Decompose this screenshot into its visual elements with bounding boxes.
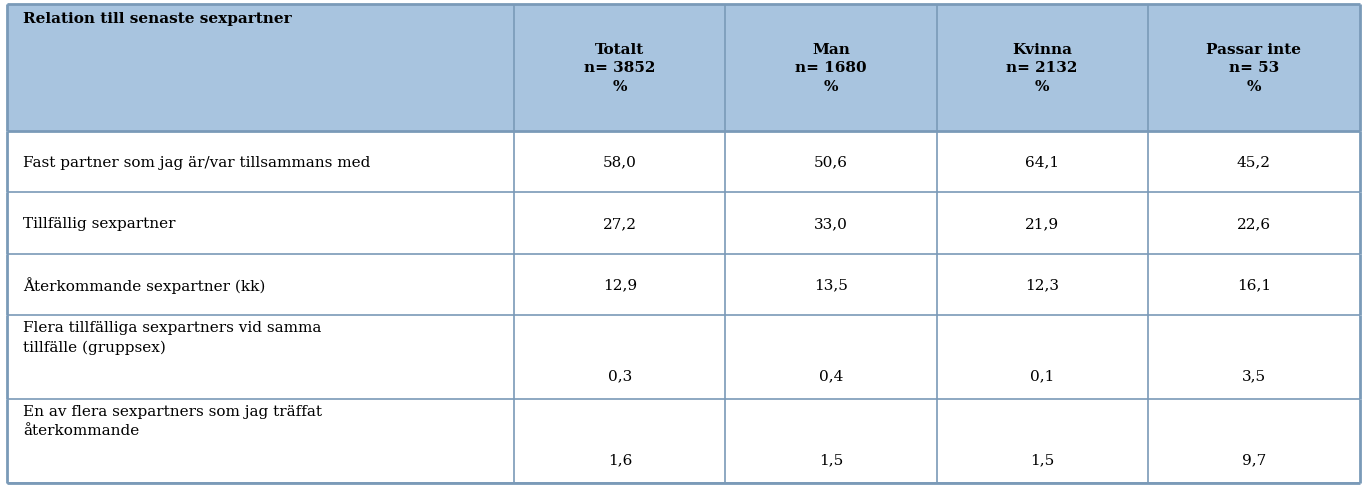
Text: 16,1: 16,1 (1237, 278, 1271, 292)
Text: 1,6: 1,6 (608, 453, 632, 467)
Text: Man
n= 1680
%: Man n= 1680 % (796, 43, 867, 94)
Text: 3,5: 3,5 (1241, 369, 1266, 383)
Text: 9,7: 9,7 (1241, 453, 1266, 467)
Text: 22,6: 22,6 (1237, 217, 1271, 231)
Text: 0,4: 0,4 (819, 369, 843, 383)
Text: 64,1: 64,1 (1025, 155, 1059, 169)
Text: 1,5: 1,5 (1029, 453, 1054, 467)
Text: En av flera sexpartners som jag träffat
återkommande: En av flera sexpartners som jag träffat … (23, 404, 323, 438)
Text: Flera tillfälliga sexpartners vid samma
tillfälle (gruppsex): Flera tillfälliga sexpartners vid samma … (23, 320, 321, 354)
Text: 13,5: 13,5 (815, 278, 848, 292)
Text: 33,0: 33,0 (815, 217, 848, 231)
Text: 12,3: 12,3 (1025, 278, 1059, 292)
Text: 0,3: 0,3 (608, 369, 632, 383)
Bar (7, 399, 1360, 483)
Text: Tillfällig sexpartner: Tillfällig sexpartner (23, 217, 176, 231)
Text: Passar inte
n= 53
%: Passar inte n= 53 % (1207, 43, 1301, 94)
Text: 58,0: 58,0 (603, 155, 637, 169)
Text: 0,1: 0,1 (1029, 369, 1054, 383)
Text: Totalt
n= 3852
%: Totalt n= 3852 % (584, 43, 656, 94)
Text: 27,2: 27,2 (603, 217, 637, 231)
Bar (7, 193, 1360, 254)
Text: Relation till senaste sexpartner: Relation till senaste sexpartner (23, 12, 293, 26)
Text: 50,6: 50,6 (813, 155, 848, 169)
Bar (7, 5, 1360, 132)
Bar (7, 315, 1360, 399)
Bar (7, 254, 1360, 315)
Text: 21,9: 21,9 (1025, 217, 1059, 231)
Text: Kvinna
n= 2132
%: Kvinna n= 2132 % (1006, 43, 1077, 94)
Text: 1,5: 1,5 (819, 453, 843, 467)
Text: 12,9: 12,9 (603, 278, 637, 292)
Text: 45,2: 45,2 (1237, 155, 1271, 169)
Bar (7, 132, 1360, 193)
Text: Fast partner som jag är/var tillsammans med: Fast partner som jag är/var tillsammans … (23, 155, 370, 169)
Text: Återkommande sexpartner (kk): Återkommande sexpartner (kk) (23, 276, 265, 293)
